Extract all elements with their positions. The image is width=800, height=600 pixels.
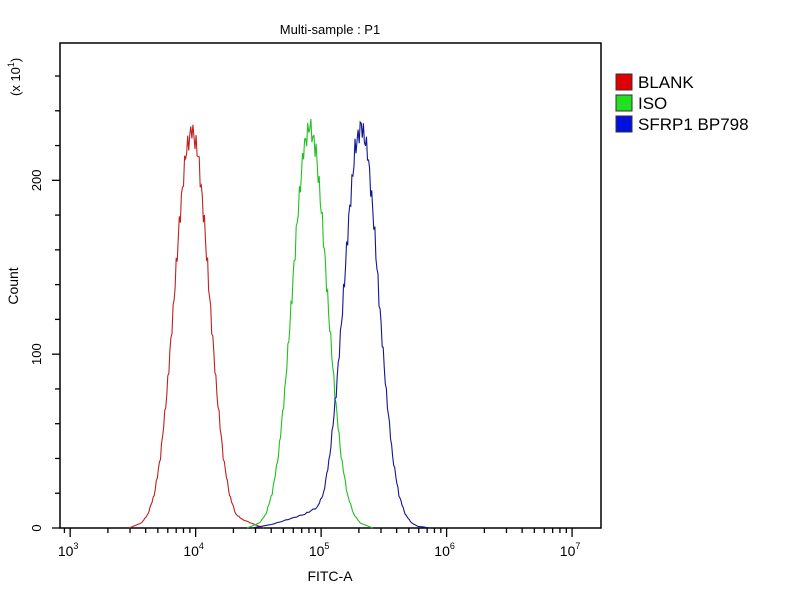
y-tick-label: 100 <box>29 343 44 365</box>
x-tick-label: 107 <box>560 541 581 559</box>
x-tick-label: 106 <box>434 541 455 559</box>
y-axis-label: Count <box>5 267 21 304</box>
series-line-sfrp1-bp798 <box>251 120 431 529</box>
y-scale-note-close: ) <box>8 58 23 62</box>
y-tick-label: 0 <box>29 524 44 531</box>
series-line-iso <box>246 118 373 529</box>
legend-label: BLANK <box>638 73 694 92</box>
x-axis-label: FITC-A <box>307 568 353 584</box>
svg-text:(x 101): (x 101) <box>6 58 23 96</box>
x-tick-label: 103 <box>58 541 79 559</box>
legend-label: SFRP1 BP798 <box>638 115 749 134</box>
x-tick-labels: 103 104 105 106 107 <box>58 541 581 559</box>
legend: BLANK ISO SFRP1 BP798 <box>615 73 749 134</box>
x-tick-label: 104 <box>183 541 204 559</box>
y-scale-note-prefix: (x 10 <box>8 67 23 96</box>
y-tick-label: 200 <box>29 169 44 191</box>
series-line-blank <box>128 124 265 529</box>
plot-area <box>59 42 602 529</box>
legend-label: ISO <box>638 94 667 113</box>
legend-swatch <box>615 94 633 112</box>
y-scale-note: (x 101) <box>6 58 23 96</box>
chart-title: Multi-sample : P1 <box>280 22 380 37</box>
legend-swatch <box>615 73 633 91</box>
x-tick-label: 105 <box>309 541 330 559</box>
y-scale-note-exp: 1 <box>6 62 16 67</box>
legend-swatch <box>615 115 633 133</box>
axis-ticks <box>52 75 573 537</box>
series-layer <box>128 118 431 529</box>
y-tick-labels: 0 100 200 <box>29 169 44 531</box>
